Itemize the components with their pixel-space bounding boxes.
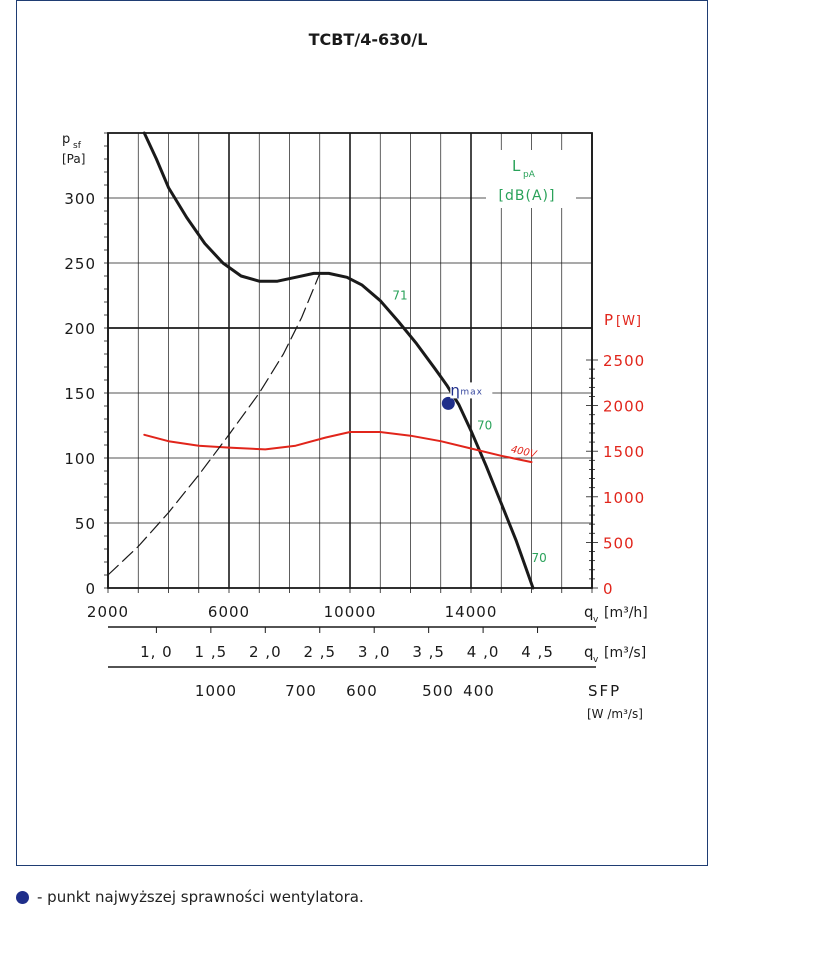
x-flow-m3s-tick-label: 3 ,0 [358, 643, 391, 661]
sfp-tick-label: 1000 [195, 682, 237, 700]
fan-performance-chart: 0 50 100 150 200 250 300 p sf[Pa] 0 500 1000 1500 200… [62, 131, 648, 721]
x-flow-m3s-axis-unit: [m³/s] [604, 645, 646, 661]
chart-frame [16, 0, 708, 866]
eta-max-dot-icon [16, 890, 29, 904]
sfp-tick-label: 400 [463, 682, 495, 700]
y-left-tick-label: 300 [64, 190, 96, 208]
y-left-axis-label: p [62, 132, 70, 147]
eta-max-point [441, 396, 455, 410]
x-flow-m3s-tick-label: 4 ,0 [467, 643, 500, 661]
y-left-axis-unit: [Pa] [62, 152, 85, 166]
y-left-tick-label: 250 [64, 255, 96, 273]
x-flow-m3s-tick-label: 4 ,5 [521, 643, 554, 661]
lpa-label: L [512, 157, 521, 175]
sfp-tick-label: 500 [422, 682, 454, 700]
y-right-tick-label: 0 [603, 580, 614, 598]
chart-title: TCBT/4-630/L [308, 30, 428, 49]
sfp-axis-unit: [W /m³/s] [587, 707, 643, 721]
y-right-axis-unit: [W] [616, 314, 642, 329]
sfp-axis-label: SFP [588, 682, 621, 700]
x-flow-m3h-axis-label: q [584, 603, 594, 621]
legend-footnote: - punkt najwyższej sprawności wentylator… [16, 888, 364, 906]
y-left-axis-label-sub: sf [73, 141, 82, 151]
y-left-tick-label: 50 [75, 515, 96, 533]
x-flow-m3s-tick-label: 3 ,5 [412, 643, 445, 661]
lpa-label-background [486, 150, 576, 208]
y-right-axis-label: P [604, 311, 614, 329]
sfp-tick-label: 700 [285, 682, 317, 700]
footnote-text: - punkt najwyższej sprawności wentylator… [37, 888, 364, 906]
pressure-curve [142, 131, 535, 590]
x-flow-m3h-tick-label: 6000 [208, 603, 250, 621]
y-right-tick-label: 2000 [603, 398, 645, 416]
curve-annotation: 400V [510, 444, 539, 460]
y-right-tick-label: 1500 [603, 443, 645, 461]
system-curve-dashed [107, 272, 321, 576]
y-left-tick-label: 0 [85, 580, 96, 598]
lpa-unit: [dB(A)] [499, 188, 556, 204]
y-right-tick-label: 1000 [603, 489, 645, 507]
x-flow-m3h-tick-label: 14000 [445, 603, 498, 621]
x-flow-m3h-axis-unit: [m³/h] [604, 605, 648, 621]
lpa-label-sub: pA [523, 170, 536, 180]
curve-annotation: 71 [392, 288, 407, 302]
curve-annotation: 70 [477, 418, 492, 432]
eta-max-label-bg [450, 382, 493, 399]
x-flow-m3h-tick-label: 2000 [87, 603, 129, 621]
x-flow-m3h-axis-sub: v [593, 615, 599, 625]
y-left-tick-label: 100 [64, 450, 96, 468]
x-flow-m3s-tick-label: 1 ,5 [195, 643, 228, 661]
x-flow-m3s-axis-label: q [584, 643, 594, 661]
x-flow-m3s-tick-label: 2 ,5 [303, 643, 336, 661]
y-right-tick-label: 2500 [603, 352, 645, 370]
eta-max-label: η [450, 381, 460, 399]
y-right-tick-label: 500 [603, 534, 635, 552]
x-flow-m3s-axis-sub: v [593, 655, 599, 665]
x-flow-m3s-tick-label: 2 ,0 [249, 643, 282, 661]
x-flow-m3s-tick-label: 1, 0 [140, 643, 173, 661]
y-left-tick-label: 150 [64, 385, 96, 403]
y-left-tick-label: 200 [64, 320, 96, 338]
eta-max-label-sub: max [460, 387, 483, 397]
x-flow-m3h-tick-label: 10000 [324, 603, 377, 621]
power-curve [143, 431, 533, 464]
sfp-tick-label: 600 [346, 682, 378, 700]
curve-annotation: 70 [532, 551, 547, 565]
